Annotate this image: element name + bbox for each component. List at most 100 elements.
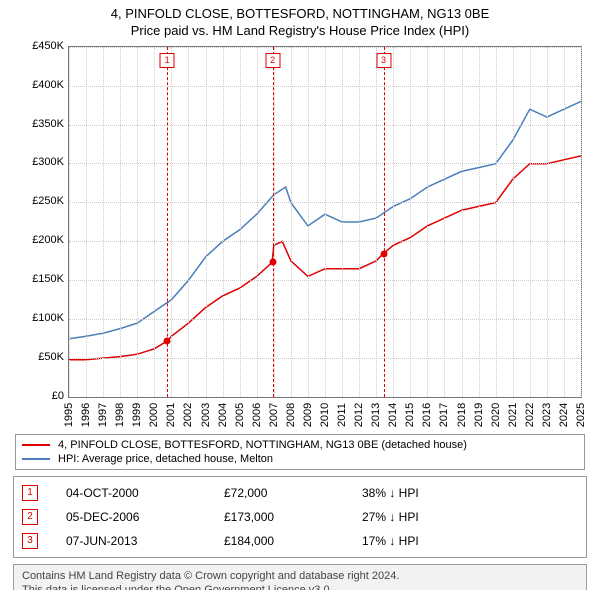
y-tick-label: £200K [20, 234, 64, 246]
event-hpi-delta: 38% ↓ HPI [362, 486, 419, 500]
x-tick-label: 2019 [473, 403, 485, 427]
gridline-v [171, 47, 172, 397]
event-marker-dot [380, 250, 387, 257]
x-tick-label: 2025 [575, 403, 587, 427]
gridline-v [564, 47, 565, 397]
event-date: 07-JUN-2013 [66, 534, 196, 548]
x-tick-label: 2017 [438, 403, 450, 427]
x-tick-label: 2010 [319, 403, 331, 427]
x-tick-label: 2013 [370, 403, 382, 427]
gridline-v [376, 47, 377, 397]
event-marker-box: 1 [160, 53, 175, 68]
x-tick-label: 1997 [97, 403, 109, 427]
x-tick-label: 1998 [114, 403, 126, 427]
x-tick-label: 2024 [558, 403, 570, 427]
x-tick-label: 2018 [456, 403, 468, 427]
event-row: 2 05-DEC-2006 £173,000 27% ↓ HPI [22, 505, 578, 529]
gridline-v [103, 47, 104, 397]
gridline-v [496, 47, 497, 397]
x-tick-label: 2001 [165, 403, 177, 427]
y-tick-label: £50K [20, 351, 64, 363]
events-table: 104-OCT-2000£72,00038% ↓ HPI205-DEC-2006… [13, 476, 587, 558]
gridline-v [513, 47, 514, 397]
event-hpi-delta: 17% ↓ HPI [362, 534, 419, 548]
event-date: 05-DEC-2006 [66, 510, 196, 524]
legend-item: 4, PINFOLD CLOSE, BOTTESFORD, NOTTINGHAM… [22, 438, 578, 452]
gridline-v [223, 47, 224, 397]
event-marker-box: 3 [376, 53, 391, 68]
legend-swatch [22, 458, 50, 460]
x-tick-label: 2022 [524, 403, 536, 427]
footer-line1: Contains HM Land Registry data © Crown c… [22, 569, 578, 583]
gridline-v [359, 47, 360, 397]
event-marker-dot [269, 259, 276, 266]
gridline-v [154, 47, 155, 397]
x-tick-label: 2014 [387, 403, 399, 427]
gridline-v [581, 47, 582, 397]
gridline-v [342, 47, 343, 397]
y-tick-label: £150K [20, 273, 64, 285]
event-marker-line [384, 47, 385, 397]
y-tick-label: £350K [20, 118, 64, 130]
footer-line2: This data is licensed under the Open Gov… [22, 583, 578, 590]
event-marker-line [273, 47, 274, 397]
gridline-v [274, 47, 275, 397]
gridline-v [240, 47, 241, 397]
y-tick-label: £400K [20, 79, 64, 91]
x-tick-label: 2008 [285, 403, 297, 427]
event-row: 104-OCT-2000£72,00038% ↓ HPI [22, 481, 578, 505]
x-tick-label: 1999 [131, 403, 143, 427]
chart: 1995199619971998199920002001200220032004… [20, 46, 580, 426]
x-tick-label: 1995 [63, 403, 75, 427]
event-row: 307-JUN-2013£184,00017% ↓ HPI [22, 529, 578, 553]
gridline-v [444, 47, 445, 397]
event-hpi-delta: 27% ↓ HPI [362, 510, 419, 524]
event-price: £72,000 [224, 486, 334, 500]
x-tick-label: 2005 [234, 403, 246, 427]
x-tick-label: 2000 [148, 403, 160, 427]
legend-item: HPI: Average price, detached house, Melt… [22, 452, 578, 466]
title-line1: 4, PINFOLD CLOSE, BOTTESFORD, NOTTINGHAM… [0, 6, 600, 23]
x-tick-label: 1996 [80, 403, 92, 427]
chart-title: 4, PINFOLD CLOSE, BOTTESFORD, NOTTINGHAM… [0, 0, 600, 40]
y-tick-label: £0 [20, 390, 64, 402]
gridline-v [410, 47, 411, 397]
gridline-v [257, 47, 258, 397]
event-index-box: 1 [22, 485, 38, 501]
y-tick-label: £450K [20, 40, 64, 52]
gridline-v [69, 47, 70, 397]
gridline-v [393, 47, 394, 397]
legend-label: 4, PINFOLD CLOSE, BOTTESFORD, NOTTINGHAM… [58, 439, 467, 451]
gridline-v [291, 47, 292, 397]
x-tick-label: 2009 [302, 403, 314, 427]
event-index-box: 3 [22, 533, 38, 549]
legend: 4, PINFOLD CLOSE, BOTTESFORD, NOTTINGHAM… [15, 434, 585, 470]
x-tick-label: 2006 [251, 403, 263, 427]
gridline-v [427, 47, 428, 397]
event-marker-box: 2 [265, 53, 280, 68]
y-tick-label: £250K [20, 195, 64, 207]
event-price: £173,000 [224, 510, 334, 524]
x-tick-label: 2002 [182, 403, 194, 427]
x-tick-label: 2011 [336, 403, 348, 427]
gridline-v [120, 47, 121, 397]
event-index-box: 2 [22, 509, 38, 525]
gridline-v [137, 47, 138, 397]
plot-area: 1995199619971998199920002001200220032004… [68, 46, 582, 398]
event-marker-line [167, 47, 168, 397]
gridline-v [188, 47, 189, 397]
gridline-v [308, 47, 309, 397]
x-tick-label: 2004 [217, 403, 229, 427]
gridline-v [206, 47, 207, 397]
y-tick-label: £100K [20, 312, 64, 324]
title-line2: Price paid vs. HM Land Registry's House … [0, 23, 600, 40]
x-tick-label: 2021 [507, 403, 519, 427]
gridline-v [325, 47, 326, 397]
x-tick-label: 2012 [353, 403, 365, 427]
legend-label: HPI: Average price, detached house, Melt… [58, 453, 273, 465]
x-tick-label: 2020 [490, 403, 502, 427]
x-tick-label: 2016 [421, 403, 433, 427]
x-tick-label: 2015 [404, 403, 416, 427]
gridline-v [530, 47, 531, 397]
x-tick-label: 2023 [541, 403, 553, 427]
